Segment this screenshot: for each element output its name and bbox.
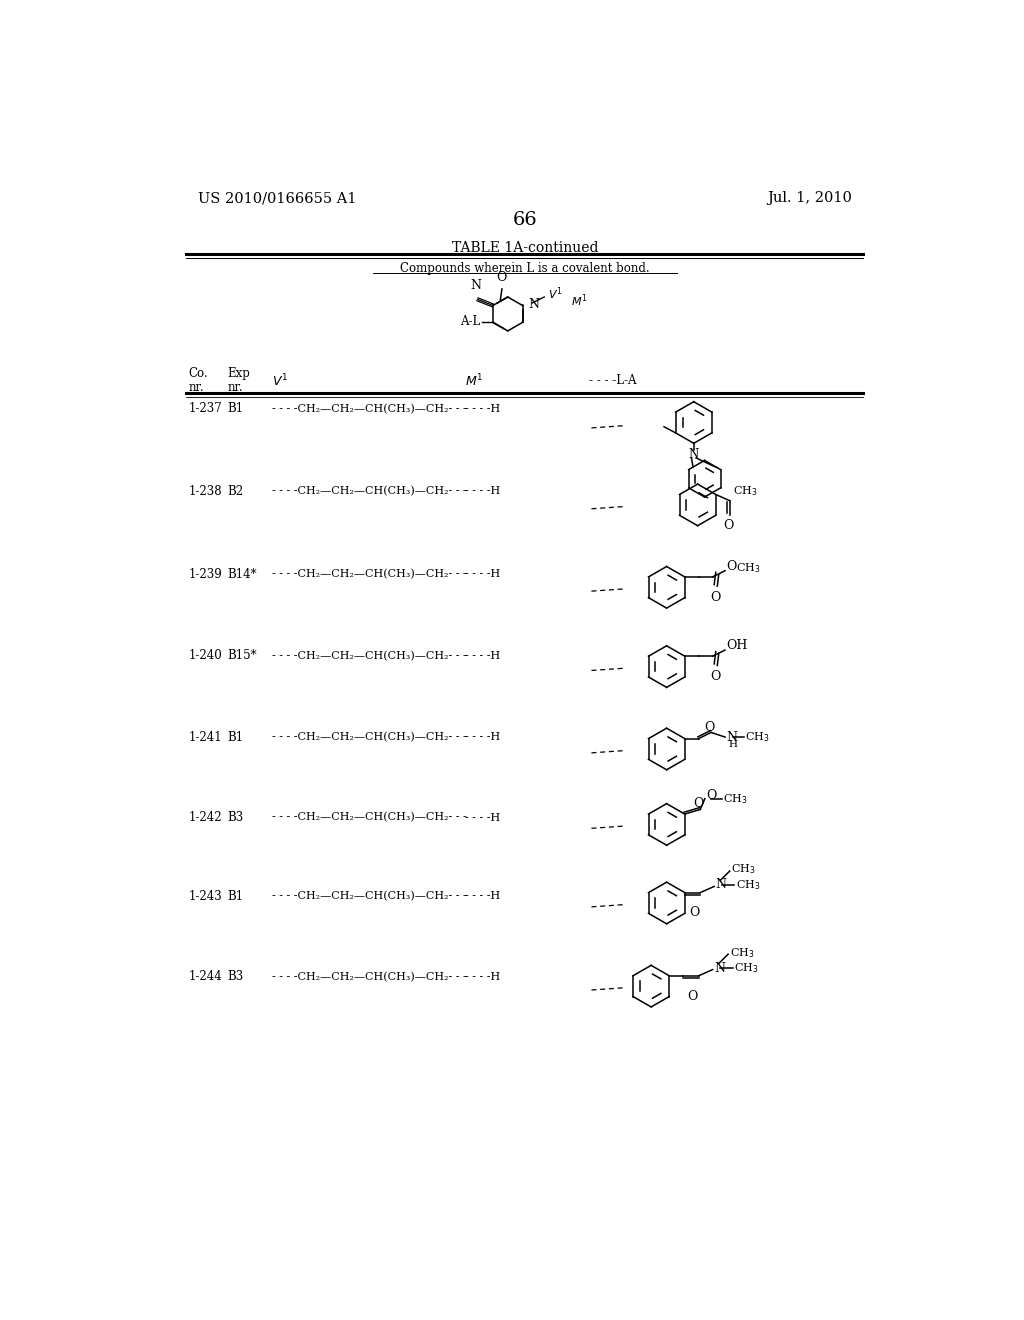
- Text: 1-237: 1-237: [188, 403, 222, 416]
- Text: CH$_3$: CH$_3$: [736, 878, 761, 892]
- Text: - - - -CH₂—CH₂—CH(CH₃)—CH₂- - -: - - - -CH₂—CH₂—CH(CH₃)—CH₂- - -: [272, 404, 467, 413]
- Text: CH$_3$: CH$_3$: [724, 792, 749, 805]
- Text: 1-243: 1-243: [188, 890, 222, 903]
- Text: H: H: [728, 741, 737, 750]
- Text: $M^1$: $M^1$: [570, 293, 587, 309]
- Text: N: N: [716, 878, 727, 891]
- Text: $M^1$: $M^1$: [465, 372, 483, 389]
- Text: 1-240: 1-240: [188, 649, 222, 663]
- Text: B2: B2: [227, 484, 244, 498]
- Text: CH$_3$: CH$_3$: [736, 561, 761, 574]
- Text: nr.: nr.: [188, 381, 204, 395]
- Text: TABLE 1A-continued: TABLE 1A-continued: [452, 242, 598, 256]
- Text: US 2010/0166655 A1: US 2010/0166655 A1: [198, 191, 356, 206]
- Text: 66: 66: [512, 211, 538, 228]
- Text: 1-239: 1-239: [188, 568, 222, 581]
- Text: B1: B1: [227, 731, 244, 744]
- Text: - - - -CH₂—CH₂—CH(CH₃)—CH₂- - -: - - - -CH₂—CH₂—CH(CH₃)—CH₂- - -: [272, 733, 467, 743]
- Text: - - - -CH₂—CH₂—CH(CH₃)—CH₂- - -: - - - -CH₂—CH₂—CH(CH₃)—CH₂- - -: [272, 891, 467, 902]
- Text: O: O: [497, 271, 507, 284]
- Text: O: O: [687, 990, 697, 1003]
- Text: O: O: [727, 560, 737, 573]
- Text: - - - -H: - - - -H: [465, 651, 501, 661]
- Text: - - - -H: - - - -H: [465, 404, 501, 413]
- Text: - - - -H: - - - -H: [465, 569, 501, 579]
- Text: CH$_3$: CH$_3$: [745, 730, 770, 744]
- Text: - - - -CH₂—CH₂—CH(CH₃)—CH₂- - -: - - - -CH₂—CH₂—CH(CH₃)—CH₂- - -: [272, 569, 467, 579]
- Text: B1: B1: [227, 890, 244, 903]
- Text: nr.: nr.: [227, 381, 243, 395]
- Text: OH: OH: [727, 639, 748, 652]
- Text: 1-241: 1-241: [188, 731, 222, 744]
- Text: - - - -H: - - - -H: [465, 813, 501, 822]
- Text: O: O: [711, 671, 721, 682]
- Text: 1-238: 1-238: [188, 484, 222, 498]
- Text: O: O: [693, 797, 703, 810]
- Text: - - - -CH₂—CH₂—CH(CH₃)—CH₂- - -: - - - -CH₂—CH₂—CH(CH₃)—CH₂- - -: [272, 486, 467, 496]
- Text: - - - -CH₂—CH₂—CH(CH₃)—CH₂- - -: - - - -CH₂—CH₂—CH(CH₃)—CH₂- - -: [272, 812, 467, 822]
- Text: - - - -H: - - - -H: [465, 733, 501, 742]
- Text: $V^1$: $V^1$: [272, 372, 289, 389]
- Text: - - - -H: - - - -H: [465, 891, 501, 902]
- Text: - - - -CH₂—CH₂—CH(CH₃)—CH₂- - -: - - - -CH₂—CH₂—CH(CH₃)—CH₂- - -: [272, 972, 467, 982]
- Text: N: N: [528, 298, 540, 312]
- Text: CH$_3$: CH$_3$: [734, 961, 759, 975]
- Text: B15*: B15*: [227, 649, 257, 663]
- Text: CH$_3$: CH$_3$: [731, 862, 756, 876]
- Text: N: N: [727, 730, 737, 743]
- Text: B3: B3: [227, 810, 244, 824]
- Text: 1-242: 1-242: [188, 810, 222, 824]
- Text: O: O: [705, 721, 715, 734]
- Text: CH$_3$: CH$_3$: [733, 484, 758, 499]
- Text: - - - -L-A: - - - -L-A: [589, 374, 637, 387]
- Text: - - - -H: - - - -H: [465, 486, 501, 496]
- Text: $V^1$: $V^1$: [548, 285, 563, 302]
- Text: Jul. 1, 2010: Jul. 1, 2010: [767, 191, 852, 206]
- Text: - - - -H: - - - -H: [465, 972, 501, 982]
- Text: B14*: B14*: [227, 568, 257, 581]
- Text: B1: B1: [227, 403, 244, 416]
- Text: A-L: A-L: [461, 315, 480, 329]
- Text: Exp: Exp: [227, 367, 250, 380]
- Text: O: O: [689, 907, 699, 920]
- Text: O: O: [707, 789, 717, 803]
- Text: Compounds wherein L is a covalent bond.: Compounds wherein L is a covalent bond.: [400, 261, 649, 275]
- Text: B3: B3: [227, 970, 244, 983]
- Text: O: O: [723, 519, 733, 532]
- Text: N: N: [470, 280, 481, 293]
- Text: 1-244: 1-244: [188, 970, 222, 983]
- Text: CH$_3$: CH$_3$: [730, 945, 755, 960]
- Text: O: O: [711, 591, 721, 603]
- Text: - - - -CH₂—CH₂—CH(CH₃)—CH₂- - -: - - - -CH₂—CH₂—CH(CH₃)—CH₂- - -: [272, 651, 467, 661]
- Text: Co.: Co.: [188, 367, 208, 380]
- Text: N: N: [688, 447, 698, 461]
- Text: N: N: [714, 961, 725, 974]
